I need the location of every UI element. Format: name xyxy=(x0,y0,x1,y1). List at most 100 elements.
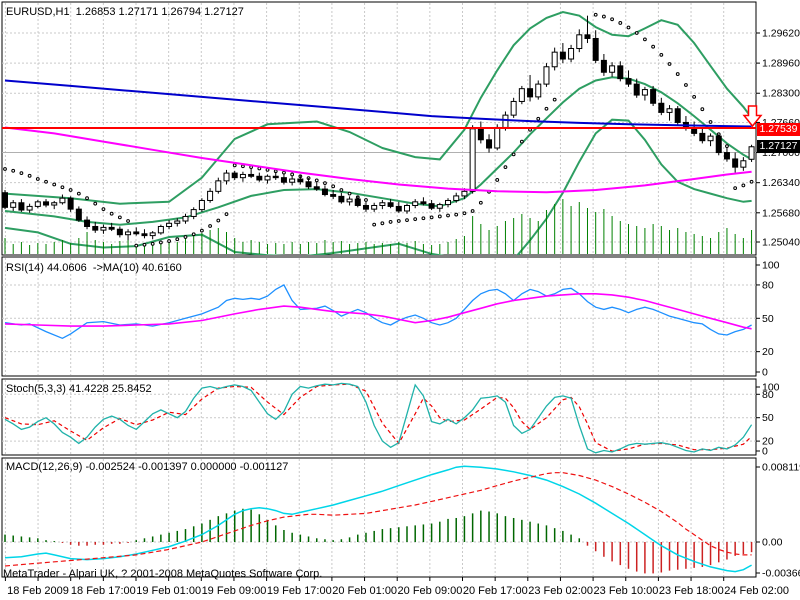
candle-bull xyxy=(403,204,410,212)
sar-dot xyxy=(314,178,319,183)
sar-dot xyxy=(52,182,57,187)
sar-dot xyxy=(708,120,713,124)
stoch-panel[interactable] xyxy=(1,378,757,456)
ma-slow-blue-line xyxy=(4,79,752,128)
candle-bull xyxy=(371,204,378,210)
sar-dot xyxy=(339,188,344,192)
sar-dot xyxy=(85,196,89,201)
stoch-axis-label: 50 xyxy=(762,412,774,424)
rsi-axis-label: 0 xyxy=(762,367,768,379)
macd-axis-label: -0.00366 xyxy=(762,568,800,580)
sar-dot xyxy=(446,213,450,218)
sar-dot xyxy=(241,164,245,169)
sar-dot xyxy=(503,165,508,170)
sar-dot xyxy=(478,200,483,205)
candle-bear xyxy=(715,135,722,154)
candle-bear xyxy=(18,202,25,211)
sar-dot xyxy=(27,173,32,178)
rsi-axis-label: 80 xyxy=(762,279,774,291)
candle-bull xyxy=(502,114,509,128)
candle-bull xyxy=(166,222,173,227)
current-price-box: 1.27127 xyxy=(757,140,800,153)
time-axis-label: 18 Feb 17:00 xyxy=(71,585,136,597)
sar-dot xyxy=(462,211,467,216)
candle-bull xyxy=(215,180,222,192)
candle-bear xyxy=(92,225,99,231)
sar-dot xyxy=(175,237,180,242)
candle-bear xyxy=(280,177,287,183)
sar-dot xyxy=(675,72,680,76)
sar-dot xyxy=(142,242,147,247)
sar-dot xyxy=(700,107,705,112)
candle-bear xyxy=(338,195,345,203)
sar-dot xyxy=(331,184,336,189)
rsi-axis-label: 20 xyxy=(762,346,774,358)
time-axis-label: 19 Feb 17:00 xyxy=(267,585,332,597)
sar-dot xyxy=(76,191,81,196)
candle-bear xyxy=(600,59,607,73)
sar-dot xyxy=(19,171,24,175)
sar-dot xyxy=(601,14,606,19)
candle-bull xyxy=(412,201,419,206)
sar-dot xyxy=(741,183,746,188)
sar-dot xyxy=(224,212,229,217)
price-axis-label: 1.27660 xyxy=(762,117,800,129)
candle-bull xyxy=(157,225,164,234)
candle-bear xyxy=(362,204,369,210)
rsi-indicator-label: RSI(14) 44.0606 ->MA(10) 40.6160 xyxy=(6,262,182,274)
candle-bear xyxy=(420,201,427,205)
candle-bear xyxy=(43,201,50,206)
sar-dot xyxy=(150,241,155,246)
candle-bear xyxy=(650,89,657,104)
candle-bull xyxy=(100,226,107,231)
candle-bear xyxy=(75,208,82,221)
candle-bear xyxy=(723,152,730,160)
price-level-box-red[interactable]: 1.27539 xyxy=(757,123,800,136)
candle-bull xyxy=(494,126,501,149)
sar-dot xyxy=(323,181,327,186)
candle-bear xyxy=(559,51,566,60)
candle-bull xyxy=(190,209,197,217)
sar-dot xyxy=(183,235,188,239)
sar-dot xyxy=(388,220,393,224)
rsi-axis-label: 100 xyxy=(762,260,780,272)
sar-dot xyxy=(364,198,368,202)
sar-dot xyxy=(158,240,163,245)
bollinger-upper-line xyxy=(4,10,753,205)
sar-dot xyxy=(11,168,16,173)
candle-bear xyxy=(633,83,640,96)
candle-bear xyxy=(231,172,238,179)
sar-dot xyxy=(659,53,664,57)
sar-dot xyxy=(593,12,598,17)
time-axis-label: 23 Feb 02:00 xyxy=(528,585,593,597)
sar-dot xyxy=(618,21,623,25)
candle-bear xyxy=(330,194,337,197)
candle-bear xyxy=(313,186,320,190)
sar-dot xyxy=(167,239,171,243)
candle-bull xyxy=(10,202,17,208)
sar-dot xyxy=(536,116,541,121)
candle-bear xyxy=(133,231,140,235)
sar-dot xyxy=(347,191,352,196)
sar-dot xyxy=(35,177,40,181)
candle-bull xyxy=(51,202,58,206)
macd-layer xyxy=(2,465,756,574)
candle-bull xyxy=(34,201,41,207)
candle-bear xyxy=(527,88,534,98)
candle-bull xyxy=(453,195,460,201)
sar-dot xyxy=(519,139,524,144)
macd-panel[interactable] xyxy=(1,457,757,578)
rsi-panel[interactable] xyxy=(1,256,757,377)
price-axis-label: 1.25040 xyxy=(762,236,800,248)
candle-bear xyxy=(477,128,484,141)
sar-dot xyxy=(134,243,139,248)
sar-dot xyxy=(199,228,204,233)
candle-bull xyxy=(609,65,616,73)
sar-dot xyxy=(626,25,631,30)
price-axis-label: 1.28300 xyxy=(762,88,800,100)
sar-dot xyxy=(692,94,697,99)
candle-bull xyxy=(59,197,66,204)
candle-bull xyxy=(223,172,230,182)
